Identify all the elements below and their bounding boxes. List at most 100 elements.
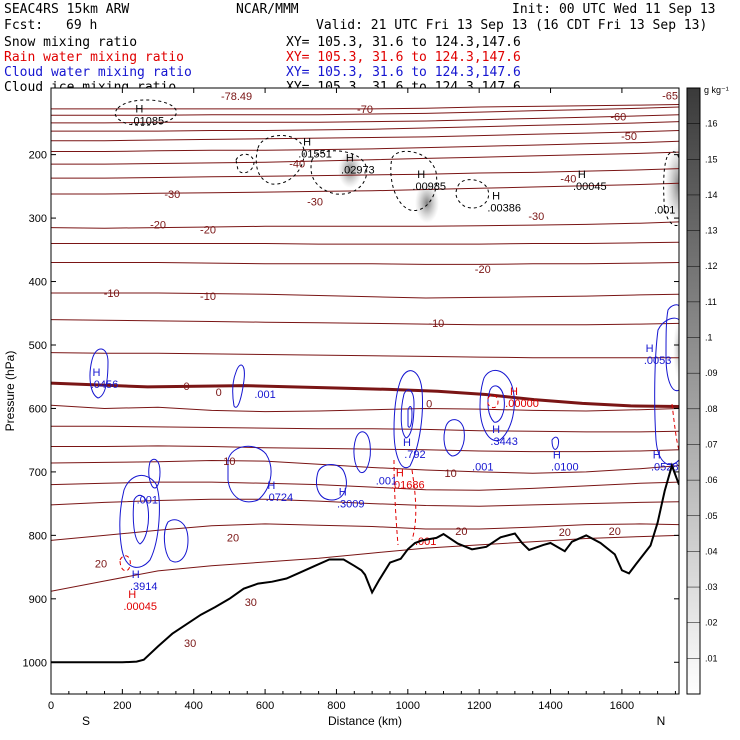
isotherm-label: -10 bbox=[428, 318, 444, 330]
cloud-water-contour bbox=[487, 385, 505, 423]
isotherm-30 bbox=[51, 534, 679, 592]
max-marker: H bbox=[653, 450, 661, 462]
colorbar-scale bbox=[686, 87, 701, 695]
colorbar-tick-label: .02 bbox=[705, 618, 718, 628]
max-value: .01686 bbox=[391, 479, 425, 491]
colorbar-tick-label: .15 bbox=[705, 154, 718, 164]
isotherm-label: -50 bbox=[621, 131, 637, 143]
isotherm-label: 30 bbox=[184, 638, 196, 650]
cloud-water-contour bbox=[479, 370, 515, 442]
max-value: .001 bbox=[472, 462, 493, 474]
colorbar-tick-label: .03 bbox=[705, 582, 718, 592]
isotherm--10 bbox=[51, 292, 679, 299]
rain-contour bbox=[119, 555, 131, 572]
x-tick-label: 0 bbox=[48, 700, 54, 712]
colorbar-tick-label: .07 bbox=[705, 439, 718, 449]
x-tick-label: 400 bbox=[185, 700, 203, 712]
isotherm-label: 30 bbox=[245, 597, 257, 609]
isotherm-label: 20 bbox=[609, 526, 621, 538]
cloud-water-contour bbox=[232, 364, 245, 408]
isotherm-label: 20 bbox=[95, 558, 107, 570]
max-marker: H bbox=[93, 367, 101, 379]
legend-rain-label: Rain water mixing ratio bbox=[4, 50, 184, 65]
y-axis-label: Pressure (hPa) bbox=[3, 351, 17, 432]
isotherm-0 bbox=[51, 381, 679, 408]
org-name: NCAR/MMM bbox=[236, 2, 299, 17]
colorbar-unit: g kg⁻¹ bbox=[704, 85, 729, 95]
terrain-line bbox=[51, 462, 679, 664]
isotherm-label: -20 bbox=[200, 225, 216, 237]
colorbar-tick-label: .05 bbox=[705, 511, 718, 521]
init-time: Init: 00 UTC Wed 11 Sep 13 bbox=[512, 2, 716, 17]
snow-contour bbox=[663, 151, 679, 227]
legend-cloud-water-xy: XY= 105.3, 31.6 to 124.3,147.6 bbox=[286, 65, 521, 80]
max-value: .01085 bbox=[131, 116, 165, 128]
isotherm-line bbox=[51, 241, 679, 245]
isotherm-label: -30 bbox=[307, 197, 323, 209]
colorbar-tick-label: .1 bbox=[705, 333, 713, 343]
max-value: .0724 bbox=[266, 492, 294, 504]
y-tick-label: 200 bbox=[29, 150, 47, 162]
isotherm-line bbox=[51, 404, 679, 413]
max-marker: H bbox=[132, 569, 140, 581]
max-value: .001 bbox=[654, 205, 675, 217]
y-tick-label: 500 bbox=[29, 340, 47, 352]
cloud-water-contour bbox=[148, 458, 161, 489]
max-value: .3009 bbox=[337, 498, 365, 510]
x-tick-label: 1000 bbox=[396, 700, 420, 712]
cloud-water-contour bbox=[132, 494, 149, 545]
isotherm-line bbox=[51, 262, 679, 265]
max-marker: H bbox=[339, 486, 347, 498]
max-value: .01551 bbox=[298, 149, 332, 161]
rain-contours bbox=[119, 394, 679, 572]
forecast-label: Fcst: bbox=[4, 18, 43, 33]
colorbar-tick-label: .13 bbox=[705, 226, 718, 236]
cloud-water-contour bbox=[551, 436, 559, 450]
legend-cloud-water-label: Cloud water mixing ratio bbox=[4, 65, 192, 80]
max-marker: H bbox=[346, 153, 354, 165]
isotherm--50 bbox=[51, 130, 679, 142]
max-marker: H bbox=[417, 169, 425, 181]
max-marker: H bbox=[492, 191, 500, 203]
isotherm-line bbox=[51, 168, 679, 179]
isotherm--40 bbox=[51, 151, 679, 165]
isotherm-layer bbox=[51, 104, 679, 592]
isotherm-label: -60 bbox=[610, 112, 626, 124]
forecast-hours: 69 h bbox=[66, 18, 97, 33]
cloud-water-contour bbox=[400, 389, 415, 439]
legend-snow-xy: XY= 105.3, 31.6 to 124.3,147.6 bbox=[286, 35, 521, 50]
snow-contour bbox=[114, 99, 177, 126]
model-name: SEAC4RS 15km ARW bbox=[4, 2, 129, 17]
snow-contours bbox=[114, 99, 679, 227]
max-value: .001 bbox=[137, 495, 158, 507]
cloud-water-contour bbox=[665, 304, 679, 392]
south-endpoint-label: S bbox=[82, 714, 90, 728]
snow-contour bbox=[310, 150, 368, 195]
colorbar-ticks: .01 .02 .03 .04 .05 .06 .07 .08 .09 .1 .11 .12 .13 .1… bbox=[687, 119, 718, 663]
colorbar-tick-label: .16 bbox=[705, 119, 718, 129]
isotherm-label: 20 bbox=[455, 526, 467, 538]
cloud-ice-shade bbox=[673, 320, 679, 380]
legend-rain-xy: XY= 105.3, 31.6 to 124.3,147.6 bbox=[286, 50, 521, 65]
isotherm-label: -10 bbox=[200, 291, 216, 303]
isotherm-label: -30 bbox=[528, 211, 544, 223]
isotherm-label: -20 bbox=[475, 264, 491, 276]
colorbar-tick-label: .06 bbox=[705, 475, 718, 485]
colorbar-tick-label: .08 bbox=[705, 404, 718, 414]
isotherm--20 bbox=[51, 221, 679, 229]
max-marker: H bbox=[553, 450, 561, 462]
colorbar-tick-label: .11 bbox=[705, 297, 717, 307]
x-tick-label: 800 bbox=[327, 700, 345, 712]
max-value: .00985 bbox=[412, 181, 446, 193]
north-endpoint-label: N bbox=[657, 714, 666, 728]
max-value: .3443 bbox=[490, 436, 518, 448]
cloud-ice-shade bbox=[665, 145, 679, 225]
max-value: .00045 bbox=[123, 601, 157, 613]
valid-time: Valid: 21 UTC Fri 13 Sep 13 (16 CDT Fri … bbox=[316, 18, 707, 33]
max-value: .0100 bbox=[551, 462, 579, 474]
max-marker: H bbox=[403, 437, 411, 449]
x-axis-label: Distance (km) bbox=[328, 714, 402, 728]
max-value: .001 bbox=[254, 389, 275, 401]
snow-contour bbox=[390, 150, 438, 211]
isotherm-line bbox=[51, 140, 679, 152]
